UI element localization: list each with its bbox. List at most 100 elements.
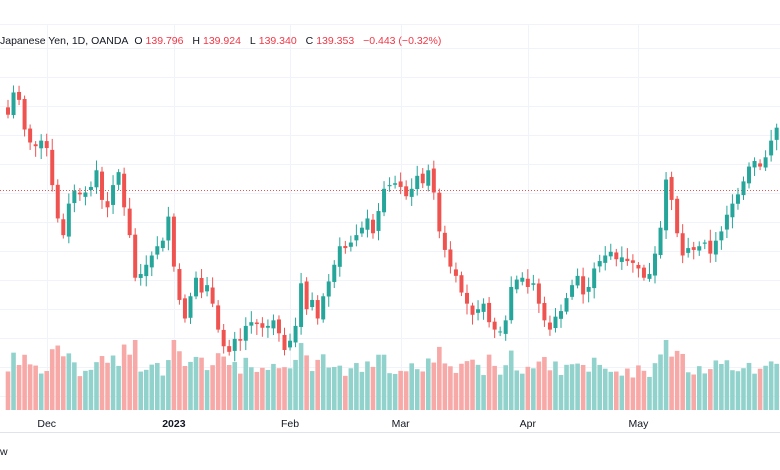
- volume-bar: [420, 371, 426, 410]
- candle: [166, 206, 171, 251]
- candle: [664, 172, 669, 239]
- candle: [310, 292, 315, 311]
- candle: [315, 295, 320, 325]
- volume-bar: [199, 357, 204, 410]
- volume-bar: [647, 376, 652, 410]
- volume-bar: [492, 365, 497, 410]
- candle: [758, 159, 763, 171]
- candle: [332, 260, 337, 288]
- candle-body: [564, 298, 569, 312]
- candle-body: [116, 172, 121, 185]
- candle-body: [774, 127, 779, 140]
- candle-body: [758, 163, 763, 167]
- candle: [188, 292, 193, 324]
- volume-bar: [481, 375, 486, 410]
- candle-body: [33, 144, 38, 147]
- candle: [409, 178, 414, 206]
- candle: [11, 85, 16, 119]
- candle: [608, 243, 613, 260]
- candle-body: [492, 321, 497, 330]
- candle-body: [354, 235, 359, 241]
- candle: [691, 241, 696, 260]
- x-tick-label: May: [628, 418, 649, 430]
- volume-bar: [33, 365, 38, 410]
- candle-body: [293, 325, 298, 343]
- candle-body: [100, 171, 105, 200]
- candle: [459, 271, 464, 297]
- volume-bar: [27, 364, 33, 410]
- candle-body: [420, 173, 425, 184]
- candle: [210, 277, 215, 308]
- bottom-panel-label[interactable]: w: [0, 446, 8, 458]
- candle-body: [6, 107, 10, 115]
- volume-bar: [77, 376, 83, 410]
- candle-body: [559, 311, 563, 319]
- candle: [431, 160, 436, 200]
- candle-body: [122, 173, 127, 208]
- candle-body: [763, 157, 768, 168]
- candle-body: [260, 323, 265, 328]
- symbol-title[interactable]: Japanese Yen, 1D, OANDA: [0, 35, 129, 47]
- candle: [365, 209, 370, 238]
- ohlc-legend: Japanese Yen, 1D, OANDA O 139.796 H 139.92…: [0, 33, 444, 49]
- candle-body: [199, 277, 204, 293]
- volume-bar: [553, 361, 558, 410]
- change-value: −0.443 (−0.32%): [363, 35, 442, 47]
- candle-body: [570, 285, 575, 297]
- volume-bar: [348, 368, 354, 410]
- volume-bar: [282, 367, 287, 410]
- candle: [531, 274, 536, 291]
- candle: [387, 177, 392, 192]
- volume-bar: [177, 351, 182, 410]
- volume-bar: [685, 372, 691, 410]
- candle-body: [448, 249, 453, 267]
- candle: [603, 246, 608, 271]
- candle: [227, 339, 232, 356]
- candle: [72, 184, 77, 213]
- high-label: H: [192, 35, 200, 47]
- candle-body: [520, 277, 525, 282]
- volume-bar: [414, 369, 420, 410]
- volume-bar: [61, 356, 66, 410]
- candle-body: [210, 287, 215, 304]
- candle: [105, 192, 110, 218]
- candle: [542, 296, 547, 327]
- candle: [288, 333, 293, 351]
- candle-body: [575, 275, 580, 286]
- volume-bar: [519, 373, 525, 410]
- volume-bar: [83, 370, 88, 410]
- candle: [630, 254, 635, 273]
- candle: [171, 213, 176, 272]
- volume-bar: [713, 360, 719, 410]
- volume-bar: [226, 365, 232, 410]
- volume-bar: [315, 359, 320, 410]
- candle: [487, 297, 492, 328]
- volume-bar: [232, 362, 238, 410]
- volume-bar: [641, 370, 647, 410]
- candle: [509, 276, 514, 324]
- bottom-panel: [0, 432, 780, 470]
- candle-body: [630, 260, 635, 263]
- volume-bar: [127, 354, 132, 410]
- candle: [111, 175, 116, 214]
- volume-bar: [287, 368, 293, 410]
- candle-body: [382, 188, 387, 213]
- candle-body: [22, 98, 27, 130]
- volume-bar: [210, 365, 215, 410]
- candle-body: [138, 274, 143, 278]
- volume-bar: [442, 363, 448, 410]
- x-tick-label: Mar: [392, 418, 411, 430]
- volume-bar: [66, 353, 72, 410]
- volume-bar: [326, 367, 332, 410]
- close-label: C: [305, 35, 314, 47]
- candle-body: [111, 185, 116, 205]
- bottom-divider: [0, 432, 780, 433]
- volume-bar: [558, 374, 564, 410]
- candle: [348, 235, 353, 252]
- volume-bar: [752, 373, 757, 410]
- candle: [658, 220, 663, 259]
- volume-bar: [304, 355, 309, 410]
- volume-bar: [49, 349, 55, 410]
- candle: [763, 150, 768, 171]
